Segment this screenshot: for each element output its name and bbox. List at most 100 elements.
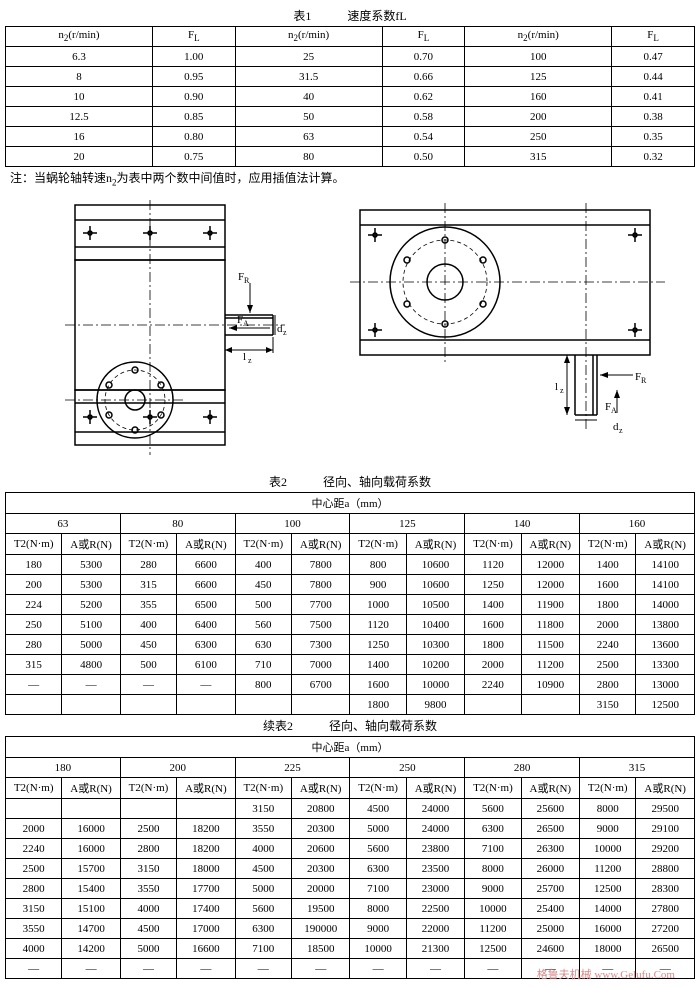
- data-cell: 7100: [465, 839, 521, 859]
- table1-cell: 63: [235, 127, 382, 147]
- table1-cell: 0.35: [612, 127, 695, 147]
- dist-header: 160: [580, 514, 695, 534]
- data-cell: 450: [235, 575, 291, 595]
- table1-cell: 0.54: [382, 127, 465, 147]
- data-cell: 7800: [291, 555, 349, 575]
- data-cell: 560: [235, 615, 291, 635]
- data-cell: 5000: [350, 819, 406, 839]
- data-cell: 8000: [580, 799, 636, 819]
- data-cell: 18200: [177, 839, 235, 859]
- data-cell: 200: [6, 575, 62, 595]
- svg-text:A: A: [243, 319, 249, 328]
- data-cell: 11200: [580, 859, 636, 879]
- dist-header: 63: [6, 514, 121, 534]
- data-cell: 6300: [350, 859, 406, 879]
- data-cell: 5100: [62, 615, 120, 635]
- data-cell: 9000: [580, 819, 636, 839]
- sub-header: A或R(N): [521, 778, 579, 799]
- sub-header: T2(N·m): [580, 534, 636, 555]
- table3: 中心距a（mm） 180200225250280315 T2(N·m)A或R(N…: [5, 736, 695, 979]
- data-cell: 18000: [177, 859, 235, 879]
- data-cell: 1250: [350, 635, 406, 655]
- sub-header: T2(N·m): [6, 534, 62, 555]
- data-cell: 25700: [521, 879, 579, 899]
- data-cell: 500: [120, 655, 176, 675]
- data-cell: 14000: [636, 595, 695, 615]
- data-cell: 1000: [350, 595, 406, 615]
- data-cell: 5200: [62, 595, 120, 615]
- data-cell: 450: [120, 635, 176, 655]
- data-cell: [521, 695, 579, 715]
- data-cell: 5000: [62, 635, 120, 655]
- data-cell: 3550: [120, 879, 176, 899]
- data-cell: 2500: [6, 859, 62, 879]
- data-cell: 2800: [580, 675, 636, 695]
- data-cell: 2800: [120, 839, 176, 859]
- table1-cell: 10: [6, 87, 153, 107]
- data-cell: 20300: [291, 859, 349, 879]
- data-cell: 1600: [580, 575, 636, 595]
- data-cell: 2240: [580, 635, 636, 655]
- svg-text:z: z: [283, 328, 287, 337]
- sub-header: T2(N·m): [465, 534, 521, 555]
- data-cell: 24000: [406, 819, 464, 839]
- sub-header: T2(N·m): [6, 778, 62, 799]
- data-cell: 20600: [291, 839, 349, 859]
- data-cell: —: [177, 675, 235, 695]
- data-cell: 10500: [406, 595, 464, 615]
- data-cell: 1250: [465, 575, 521, 595]
- data-cell: 2000: [465, 655, 521, 675]
- data-cell: 4000: [235, 839, 291, 859]
- note-text: 注：当蜗轮轴转速n2为表中两个数中间值时，应用插值法计算。: [10, 169, 695, 187]
- data-cell: 1600: [465, 615, 521, 635]
- sub-header: T2(N·m): [120, 534, 176, 555]
- data-cell: 26500: [521, 819, 579, 839]
- table1-cell: 0.47: [612, 47, 695, 67]
- data-cell: 20800: [291, 799, 349, 819]
- data-cell: 13800: [636, 615, 695, 635]
- data-cell: 14100: [636, 575, 695, 595]
- data-cell: 7800: [291, 575, 349, 595]
- data-cell: 29200: [636, 839, 695, 859]
- table1-cell: 8: [6, 67, 153, 87]
- data-cell: [62, 799, 120, 819]
- data-cell: 400: [120, 615, 176, 635]
- sub-header: A或R(N): [291, 778, 349, 799]
- dist-header: 180: [6, 758, 121, 778]
- data-cell: 8000: [350, 899, 406, 919]
- data-cell: 6100: [177, 655, 235, 675]
- dist-header: 200: [120, 758, 235, 778]
- data-cell: 25400: [521, 899, 579, 919]
- sub-header: T2(N·m): [350, 778, 406, 799]
- data-cell: 15700: [62, 859, 120, 879]
- data-cell: 5300: [62, 555, 120, 575]
- table1-cell: 315: [465, 147, 612, 167]
- table1-header: FL: [612, 27, 695, 47]
- data-cell: 710: [235, 655, 291, 675]
- data-cell: 23000: [406, 879, 464, 899]
- data-cell: 9000: [465, 879, 521, 899]
- data-cell: 7100: [350, 879, 406, 899]
- data-cell: 22500: [406, 899, 464, 919]
- table1-cell: 6.3: [6, 47, 153, 67]
- data-cell: 11200: [465, 919, 521, 939]
- svg-text:z: z: [248, 356, 252, 365]
- t3-center-header: 中心距a（mm）: [6, 737, 695, 758]
- sub-header: A或R(N): [291, 534, 349, 555]
- data-cell: 6300: [235, 919, 291, 939]
- table1-cell: 0.62: [382, 87, 465, 107]
- dist-header: 125: [350, 514, 465, 534]
- data-cell: 250: [6, 615, 62, 635]
- data-cell: 1800: [580, 595, 636, 615]
- sub-header: T2(N·m): [465, 778, 521, 799]
- data-cell: 27800: [636, 899, 695, 919]
- data-cell: 15400: [62, 879, 120, 899]
- data-cell: 1400: [465, 595, 521, 615]
- data-cell: 180: [6, 555, 62, 575]
- data-cell: 1400: [350, 655, 406, 675]
- data-cell: 14200: [62, 939, 120, 959]
- data-cell: 2240: [6, 839, 62, 859]
- data-cell: 14100: [636, 555, 695, 575]
- svg-text:R: R: [641, 376, 647, 385]
- table1-cell: 0.85: [152, 107, 235, 127]
